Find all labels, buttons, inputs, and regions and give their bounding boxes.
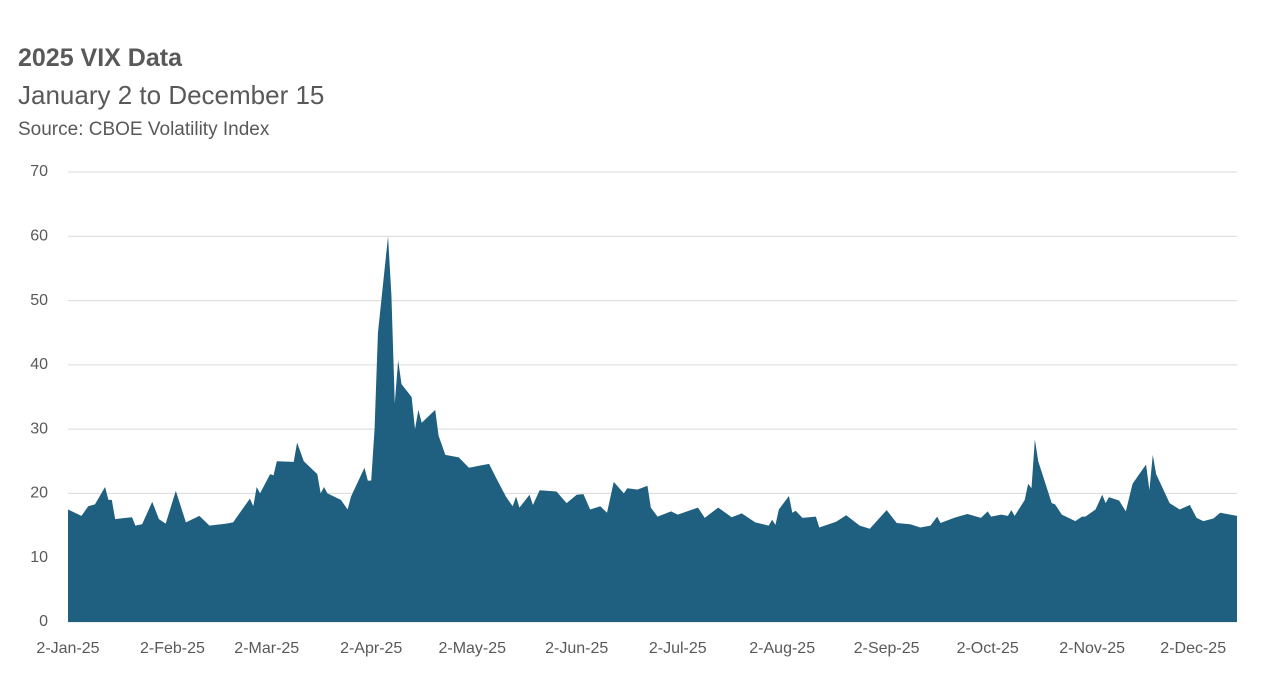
- y-tick-label: 60: [30, 228, 48, 245]
- y-tick-label: 70: [30, 163, 48, 180]
- y-tick-label: 0: [39, 613, 48, 630]
- x-tick-label: 2-Aug-25: [749, 640, 815, 657]
- y-tick-label: 30: [30, 420, 48, 437]
- chart-subtitle: January 2 to December 15: [18, 80, 324, 110]
- x-tick-label: 2-Jun-25: [545, 640, 608, 657]
- x-tick-label: 2-Nov-25: [1059, 640, 1125, 657]
- x-tick-label: 2-Oct-25: [957, 640, 1019, 657]
- chart-source: Source: CBOE Volatility Index: [18, 119, 270, 140]
- x-tick-label: 2-Apr-25: [340, 640, 402, 657]
- x-tick-label: 2-Sep-25: [854, 640, 920, 657]
- x-tick-label: 2-Feb-25: [140, 640, 205, 657]
- chart-title: 2025 VIX Data: [18, 44, 183, 72]
- y-tick-label: 10: [30, 549, 48, 566]
- x-tick-label: 2-Dec-25: [1160, 640, 1226, 657]
- y-tick-label: 20: [30, 485, 48, 502]
- x-tick-label: 2-Jul-25: [649, 640, 707, 657]
- area: [68, 236, 1237, 623]
- y-tick-label: 40: [30, 356, 48, 373]
- x-tick-label: 2-Jan-25: [36, 640, 99, 657]
- x-tick-label: 2-Mar-25: [234, 640, 299, 657]
- x-tick-label: 2-May-25: [438, 640, 506, 657]
- y-tick-label: 50: [30, 292, 48, 309]
